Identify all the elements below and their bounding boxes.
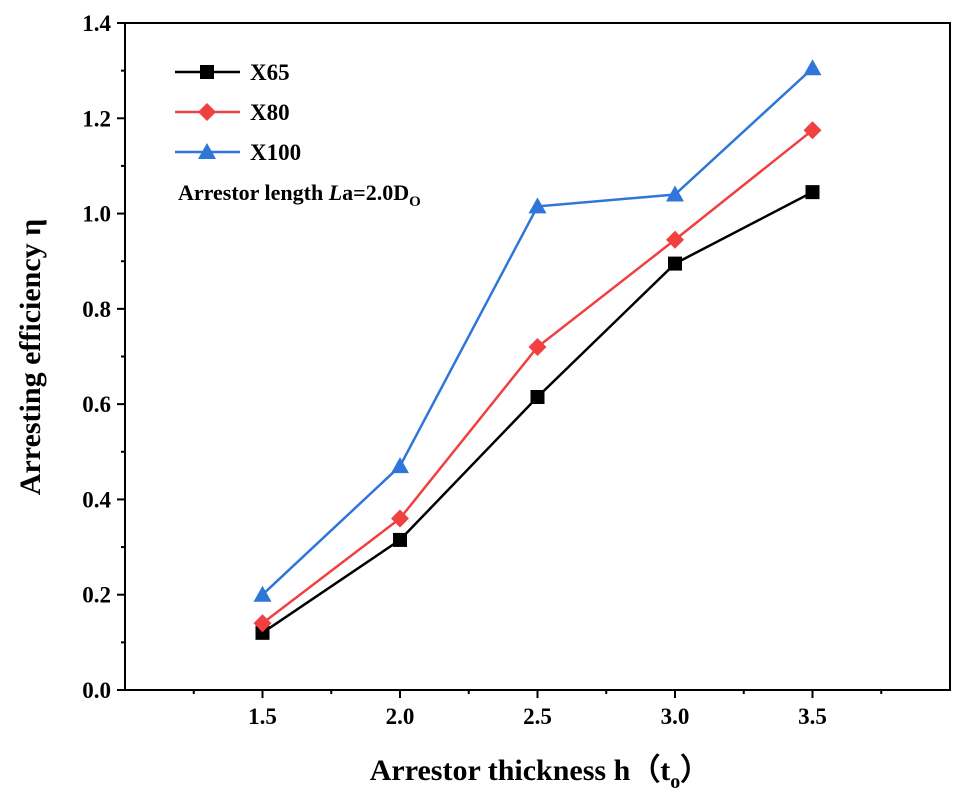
series-x100 [253,59,822,602]
y-axis-title: Arresting efficiency η [14,219,47,495]
series-x65 [255,185,820,640]
series-line [261,67,814,596]
data-point [803,59,822,76]
x-axis-title: Arrestor thickness h（to） [370,753,711,793]
x-axis-unit-sub: o [670,771,680,793]
y-tick-label: 0.6 [82,392,111,417]
legend-item: X100 [175,140,301,165]
legend-label: X65 [250,60,290,85]
data-point [391,457,409,474]
x-tick-label: 2.5 [523,704,552,729]
legend-marker [198,143,216,159]
data-point [528,337,547,356]
annotation-text: Arrestor length La=2.0DO [178,180,421,210]
data-point [528,197,547,214]
annotation-sub: O [409,194,421,210]
legend-item: X80 [175,100,290,125]
y-tick-label: 1.4 [82,11,111,36]
x-axis-label: Arrestor thickness h [370,754,631,787]
y-tick-label: 0.2 [82,583,111,608]
y-tick-label: 0.8 [82,297,111,322]
legend-marker [198,103,216,121]
data-point [253,614,272,633]
y-tick-label: 1.2 [82,106,111,131]
y-tick-label: 0.4 [82,487,111,512]
y-tick-label: 1.0 [82,202,111,227]
data-point [391,509,409,528]
x-tick-label: 3.0 [661,704,690,729]
annotation-prefix: Arrestor length [178,180,329,205]
series-x80 [253,121,822,633]
x-tick-label: 2.0 [386,704,415,729]
data-point [255,625,270,640]
annotation-mid: a=2.0D [342,180,409,205]
x-axis-unit: t [660,754,670,787]
legend-marker [200,65,214,79]
data-point [805,185,820,200]
legend-label: X80 [250,100,290,125]
series-line [261,191,814,634]
data-point [803,121,822,140]
data-point [253,585,272,602]
annotation-italic: L [328,180,342,205]
data-point [530,389,545,404]
x-axis-paren-close: ） [680,753,710,787]
legend-label: X100 [250,140,301,165]
x-tick-label: 1.5 [248,704,277,729]
axis-ticks: 1.5 2.0 2.5 3.0 3.5 0.0 0.2 0.4 0.6 0.8 1.0 1.2 1.4 [82,11,883,729]
x-tick-label: 3.5 [798,704,827,729]
plot-frame [124,22,951,691]
legend: X65 X80 X100 [175,60,301,165]
y-tick-label: 0.0 [82,678,111,703]
data-point [666,230,684,249]
data-point [668,256,682,271]
x-axis-paren-open: （ [630,753,660,787]
data-point [393,532,407,547]
series-group [253,59,822,640]
data-point [666,185,684,202]
legend-item: X65 [175,60,290,85]
